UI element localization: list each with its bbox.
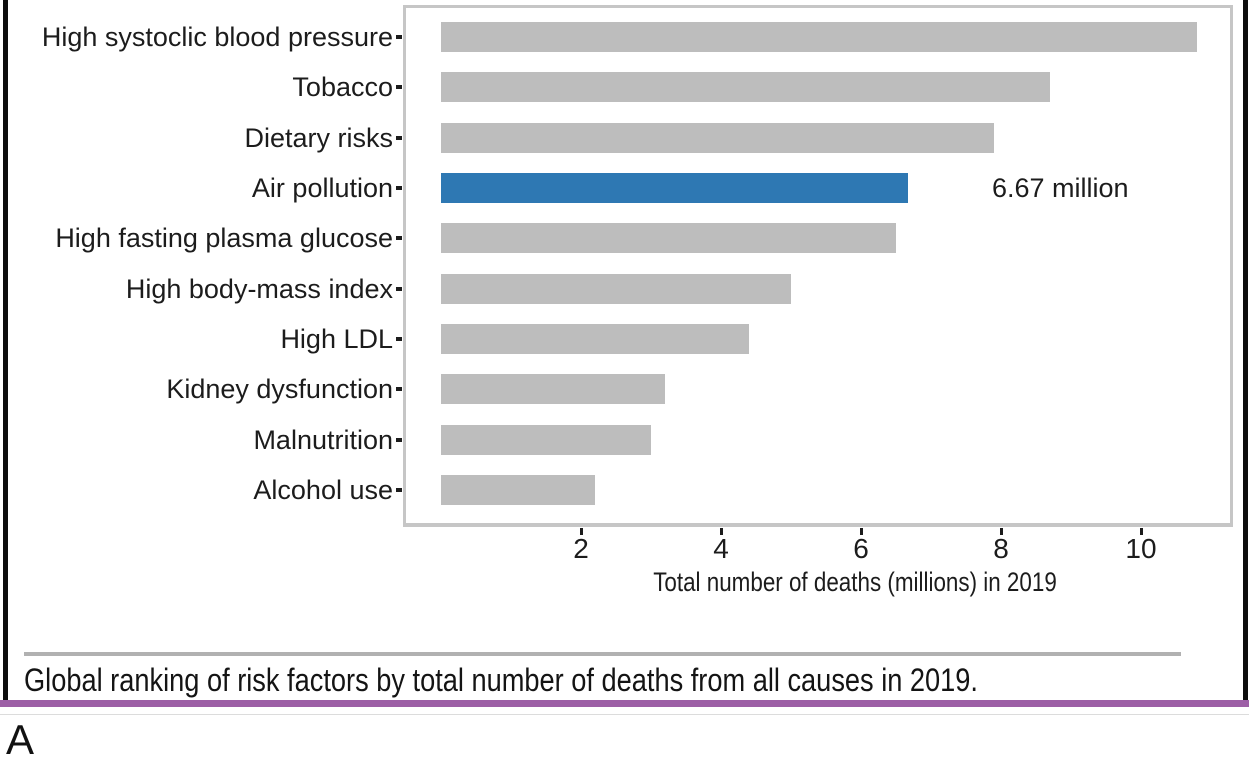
x-axis-title: Total number of deaths (millions) in 201… [653, 567, 1057, 597]
category-label: High LDL [280, 324, 393, 354]
y-tick-mark [396, 287, 402, 291]
bar [441, 475, 595, 505]
y-tick-mark [396, 337, 402, 341]
y-tick-mark [396, 85, 402, 89]
bar [441, 72, 1050, 102]
category-label: Malnutrition [253, 425, 393, 455]
y-tick-mark [396, 387, 402, 391]
bar [441, 324, 749, 354]
figure-left-border [3, 0, 8, 700]
y-tick-mark [396, 438, 402, 442]
bar [441, 425, 651, 455]
figure-caption: Global ranking of risk factors by total … [24, 662, 978, 698]
category-label: Alcohol use [253, 475, 393, 505]
bar-highlighted [441, 173, 908, 203]
x-tick-mark [860, 528, 863, 535]
category-label: High systoclic blood pressure [41, 22, 393, 52]
y-tick-mark [396, 35, 402, 39]
bar [441, 22, 1197, 52]
figure-right-border [1243, 0, 1248, 700]
category-label: Tobacco [292, 72, 393, 102]
bar [441, 374, 665, 404]
category-label: High fasting plasma glucose [55, 223, 393, 253]
bar [441, 274, 791, 304]
x-tick-mark [580, 528, 583, 535]
y-tick-mark [396, 136, 402, 140]
category-label: Kidney dysfunction [166, 374, 393, 404]
x-tick-label: 4 [713, 533, 729, 564]
bar-value-annotation: 6.67 million [992, 173, 1129, 203]
purple-divider-line [0, 700, 1249, 707]
x-tick-label: 10 [1125, 533, 1157, 564]
x-tick-label: 6 [853, 533, 869, 564]
y-tick-mark [396, 186, 402, 190]
x-tick-label: 2 [573, 533, 589, 564]
y-tick-mark [396, 236, 402, 240]
y-tick-mark [396, 488, 402, 492]
caption-divider-rule [24, 652, 1181, 656]
bar [441, 223, 896, 253]
x-tick-label: 8 [993, 533, 1009, 564]
x-tick-mark [720, 528, 723, 535]
category-label: Dietary risks [244, 123, 393, 153]
bar-rows-container: High systoclic blood pressure Tobacco Diet… [41, 22, 1197, 505]
category-label: Air pollution [251, 173, 393, 203]
bar [441, 123, 994, 153]
x-tick-mark [1000, 528, 1003, 535]
faint-divider-line [0, 714, 1249, 715]
figure-label-a: A [6, 716, 35, 761]
x-tick-mark [1140, 528, 1143, 535]
category-label: High body-mass index [125, 274, 393, 304]
